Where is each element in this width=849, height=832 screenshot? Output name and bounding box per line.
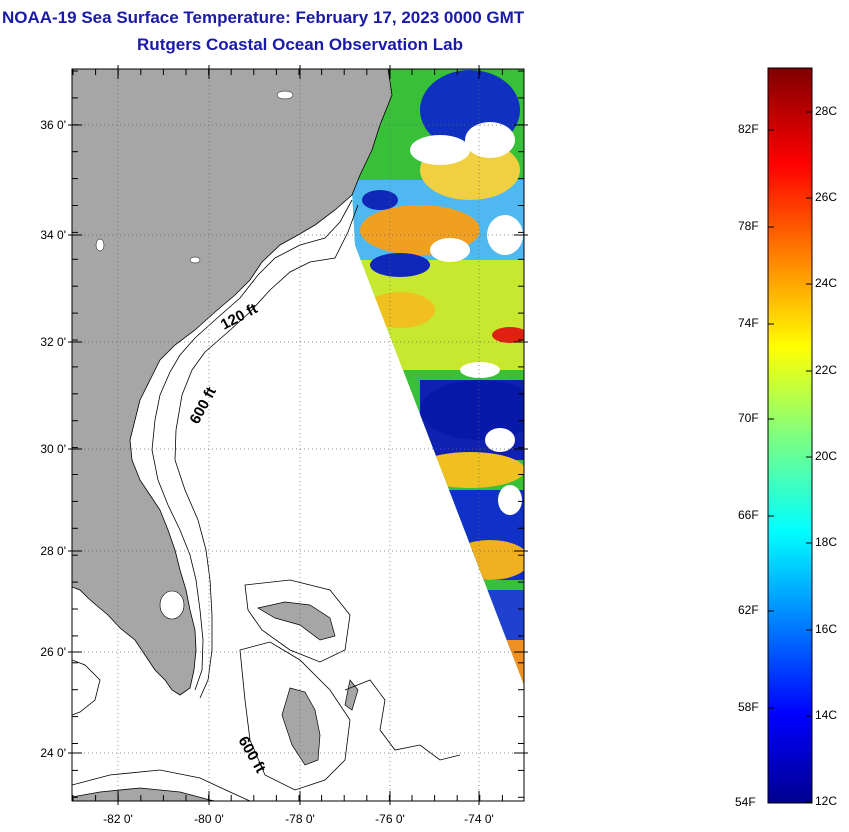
colorbar-c-label: 20C bbox=[815, 449, 838, 463]
land-bahamas-eleuthera bbox=[344, 679, 359, 711]
lat-label: 28 0' bbox=[40, 544, 66, 558]
graticule bbox=[72, 69, 524, 801]
lake-okeechobee bbox=[159, 590, 185, 620]
sst-swath bbox=[352, 69, 524, 685]
colorbar-c-label: 16C bbox=[815, 622, 838, 636]
lon-label: -76 0' bbox=[375, 812, 405, 826]
land-mainland bbox=[72, 69, 393, 696]
inland-lake bbox=[95, 238, 105, 252]
latitude-labels: 36 0' 34 0' 32 0' 30 0' 28 0' 26 0' 24 0… bbox=[40, 118, 66, 760]
colorbar-f-label: 70F bbox=[738, 411, 759, 425]
contour-great-bahama-bank bbox=[239, 641, 351, 791]
colorbar-c-label: 12C bbox=[815, 794, 838, 808]
lon-label: -82 0' bbox=[103, 812, 133, 826]
lat-label: 26 0' bbox=[40, 645, 66, 659]
axis-ticks bbox=[68, 65, 528, 805]
lon-label: -74 0' bbox=[464, 812, 494, 826]
colorbar-c-label: 26C bbox=[815, 190, 838, 204]
lat-label: 30 0' bbox=[40, 442, 66, 456]
inland-lake bbox=[189, 256, 201, 264]
colorbar-scale bbox=[767, 67, 813, 804]
map-title: NOAA-19 Sea Surface Temperature: Februar… bbox=[2, 8, 525, 27]
contour-120ft bbox=[151, 199, 353, 691]
longitude-labels: -82 0' -80 0' -78 0' -76 0' -74 0' bbox=[103, 812, 494, 826]
lat-label: 36 0' bbox=[40, 118, 66, 132]
lat-label: 32 0' bbox=[40, 335, 66, 349]
contour-600ft bbox=[174, 204, 359, 699]
colorbar-c-label: 24C bbox=[815, 276, 838, 290]
lon-label: -80 0' bbox=[194, 812, 224, 826]
contour-keys bbox=[72, 659, 101, 716]
map-subtitle: Rutgers Coastal Ocean Observation Lab bbox=[137, 35, 463, 54]
colorbar-f-label: 54F bbox=[735, 795, 756, 809]
contour-exuma bbox=[344, 679, 461, 761]
colorbar-c-label: 14C bbox=[815, 708, 838, 722]
colorbar-f-label: 78F bbox=[738, 219, 759, 233]
colorbar-c-label: 18C bbox=[815, 535, 838, 549]
colorbar-f-label: 62F bbox=[738, 603, 759, 617]
contour-cuba-shelf bbox=[72, 769, 251, 801]
lon-label: -78 0' bbox=[285, 812, 315, 826]
colorbar-f-label: 58F bbox=[738, 700, 759, 714]
colorbar-f-label: 82F bbox=[738, 122, 759, 136]
lat-label: 24 0' bbox=[40, 746, 66, 760]
land-bahamas-andros bbox=[281, 687, 321, 766]
colorbar: 82F 78F 74F 70F 66F 62F 58F 54F 28C 26C … bbox=[700, 60, 849, 832]
contour-bahamas-bank bbox=[244, 579, 351, 663]
colorbar-f-label: 66F bbox=[738, 508, 759, 522]
colorbar-f-label: 74F bbox=[738, 316, 759, 330]
map-frame bbox=[71, 68, 525, 802]
lat-label: 34 0' bbox=[40, 228, 66, 242]
colorbar-c-label: 22C bbox=[815, 363, 838, 377]
colorbar-c-label: 28C bbox=[815, 104, 838, 118]
inland-lake bbox=[276, 90, 294, 100]
land-bahamas-grand bbox=[257, 601, 336, 641]
